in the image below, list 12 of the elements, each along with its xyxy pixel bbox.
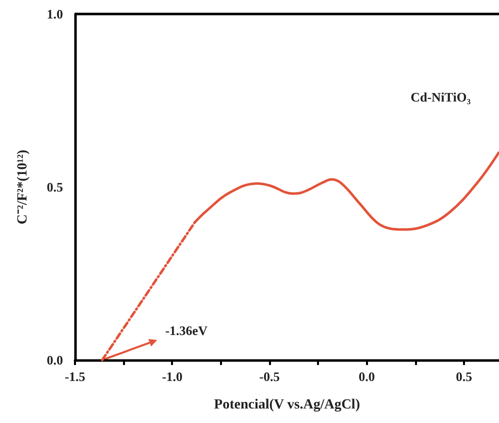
annotation: -1.36eV [165, 323, 208, 338]
x-axis-title: Potencial(V vs.Ag/AgCl) [214, 398, 360, 412]
x-tick-label: -1.0 [162, 369, 183, 384]
x-tick-label: 0.0 [358, 369, 375, 384]
x-tick-label: -0.5 [259, 369, 280, 384]
text: Cd-NiTiO₃ [410, 90, 471, 105]
x-tick-label: -1.5 [64, 369, 86, 384]
y-tick-label: 0.0 [46, 352, 63, 368]
y-tick-label: 0.5 [46, 180, 64, 194]
y-tick-label: 1.0 [46, 6, 63, 22]
y-axis-title: C⁻²/F²*(10¹²) [16, 149, 30, 224]
x-tick-label: 0.5 [456, 369, 473, 384]
